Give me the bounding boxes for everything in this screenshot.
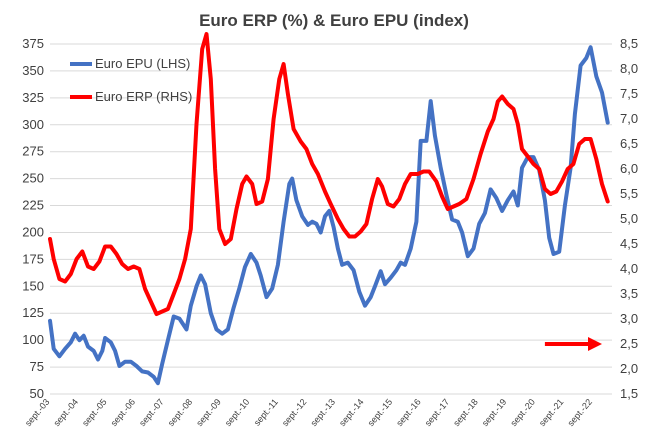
- right-tick-label: 7,0: [620, 111, 638, 126]
- x-tick-label: sept.-03: [23, 397, 52, 428]
- x-tick-label: sept.-10: [223, 397, 252, 428]
- left-tick-label: 300: [22, 117, 44, 132]
- left-tick-label: 350: [22, 63, 44, 78]
- x-axis-ticks: sept.-03 sept.-04 sept.-05 sept.-06 sept.-07…: [23, 397, 594, 428]
- right-tick-label: 1,5: [620, 386, 638, 401]
- arrow-annotation-head: [588, 337, 603, 351]
- annotations: [544, 337, 603, 351]
- x-tick-label: sept.-16: [394, 397, 423, 428]
- right-tick-label: 3,0: [620, 311, 638, 326]
- series-line-0: [48, 45, 610, 386]
- right-tick-label: 4,0: [620, 261, 638, 276]
- x-tick-label: sept.-11: [252, 397, 280, 428]
- x-tick-label: sept.-19: [480, 397, 509, 428]
- left-axis-ticks: 50 75 100 125 150 175 200 225 250 275 300 325 350 375: [22, 36, 44, 401]
- right-tick-label: 6,0: [620, 161, 638, 176]
- left-tick-label: 75: [30, 359, 44, 374]
- right-axis-ticks: 1,5 2,0 2,5 3,0 3,5 4,0 4,5 5,0 5,5 6,0 6,5 7,0 7,5 8…: [620, 36, 638, 401]
- right-tick-label: 5,0: [620, 211, 638, 226]
- right-tick-label: 5,5: [620, 186, 638, 201]
- left-tick-label: 200: [22, 224, 44, 239]
- legend: Euro EPU (LHS) Euro ERP (RHS): [70, 56, 192, 104]
- series-lines: [48, 32, 610, 386]
- x-tick-label: sept.-04: [52, 397, 81, 428]
- left-tick-label: 225: [22, 198, 44, 213]
- x-tick-label: sept.-12: [280, 397, 309, 428]
- left-tick-label: 375: [22, 36, 44, 51]
- left-tick-label: 50: [30, 386, 44, 401]
- x-tick-label: sept.-14: [337, 397, 366, 428]
- x-tick-label: sept.-06: [109, 397, 138, 428]
- x-tick-label: sept.-09: [194, 397, 223, 428]
- x-tick-label: sept.-13: [309, 397, 338, 428]
- x-tick-label: sept.-20: [508, 397, 537, 428]
- x-tick-label: sept.-05: [80, 397, 109, 428]
- x-tick-label: sept.-08: [166, 397, 195, 428]
- chart-title: Euro ERP (%) & Euro EPU (index): [199, 11, 469, 30]
- x-tick-label: sept.-18: [451, 397, 480, 428]
- x-tick-label: sept.-21: [537, 397, 566, 428]
- gridlines: [50, 43, 612, 395]
- left-tick-label: 275: [22, 144, 44, 159]
- legend-item-epu: Euro EPU (LHS): [70, 56, 190, 71]
- right-tick-label: 7,5: [620, 86, 638, 101]
- right-tick-label: 8,0: [620, 61, 638, 76]
- left-tick-label: 150: [22, 278, 44, 293]
- legend-label-epu: Euro EPU (LHS): [95, 56, 190, 71]
- legend-label-erp: Euro ERP (RHS): [95, 89, 192, 104]
- right-tick-label: 3,5: [620, 286, 638, 301]
- right-tick-label: 2,0: [620, 361, 638, 376]
- left-tick-label: 125: [22, 305, 44, 320]
- right-tick-label: 6,5: [620, 136, 638, 151]
- left-tick-label: 250: [22, 171, 44, 186]
- left-tick-label: 325: [22, 90, 44, 105]
- right-tick-label: 2,5: [620, 336, 638, 351]
- left-tick-label: 100: [22, 332, 44, 347]
- x-tick-label: sept.-17: [423, 397, 452, 428]
- right-tick-label: 4,5: [620, 236, 638, 251]
- right-tick-label: 8,5: [620, 36, 638, 51]
- left-tick-label: 175: [22, 251, 44, 266]
- x-tick-label: sept.-15: [366, 397, 395, 428]
- legend-item-erp: Euro ERP (RHS): [70, 89, 192, 104]
- x-tick-label: sept.-22: [566, 397, 595, 428]
- series-line-1: [48, 32, 610, 316]
- x-tick-label: sept.-07: [137, 397, 166, 428]
